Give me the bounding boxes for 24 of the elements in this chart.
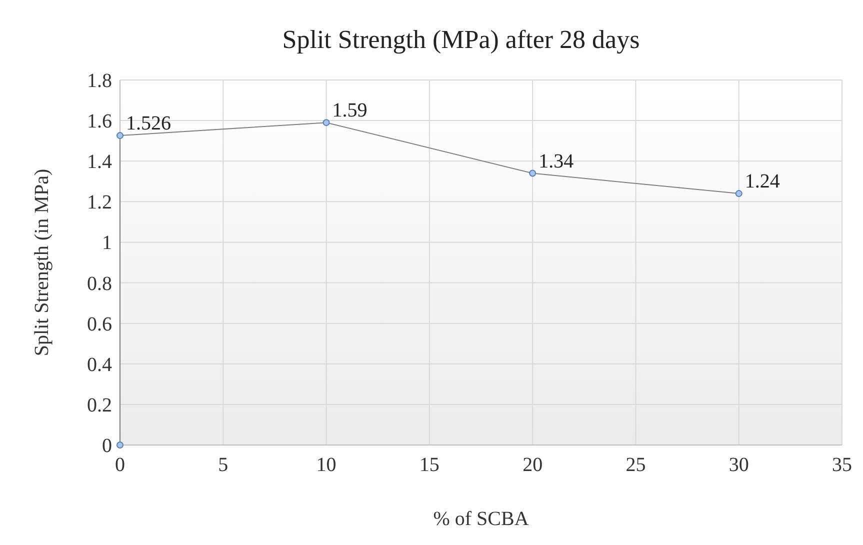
x-tick-label: 30 <box>728 454 749 476</box>
y-tick-label: 1 <box>102 232 112 254</box>
x-tick-label: 20 <box>522 454 543 476</box>
chart-title: Split Strength (MPa) after 28 days <box>282 25 640 54</box>
data-label: 1.34 <box>538 150 574 172</box>
y-tick-label: 1.2 <box>87 192 112 214</box>
x-tick-label: 5 <box>218 454 228 476</box>
data-label: 1.24 <box>744 170 780 193</box>
y-tick-label: 0 <box>102 435 112 457</box>
y-tick-label: 1.4 <box>87 151 112 174</box>
y-tick-label: 1.6 <box>87 110 112 133</box>
x-tick-label: 35 <box>832 454 852 476</box>
y-tick-label: 0.8 <box>87 272 112 295</box>
data-label: 1.526 <box>126 112 171 135</box>
x-axis-title: % of SCBA <box>433 508 530 530</box>
y-axis-title: Split Strength (in MPa) <box>31 168 53 356</box>
data-label: 1.59 <box>332 100 368 122</box>
x-tick-label: 10 <box>316 454 336 476</box>
y-tick-label: 0.4 <box>87 354 112 376</box>
y-tick-label: 1.8 <box>87 70 112 92</box>
x-tick-label: 15 <box>419 454 440 476</box>
y-tick-label: 0.6 <box>87 313 112 336</box>
x-tick-label: 25 <box>626 454 646 476</box>
y-tick-label: 0.2 <box>87 394 112 416</box>
